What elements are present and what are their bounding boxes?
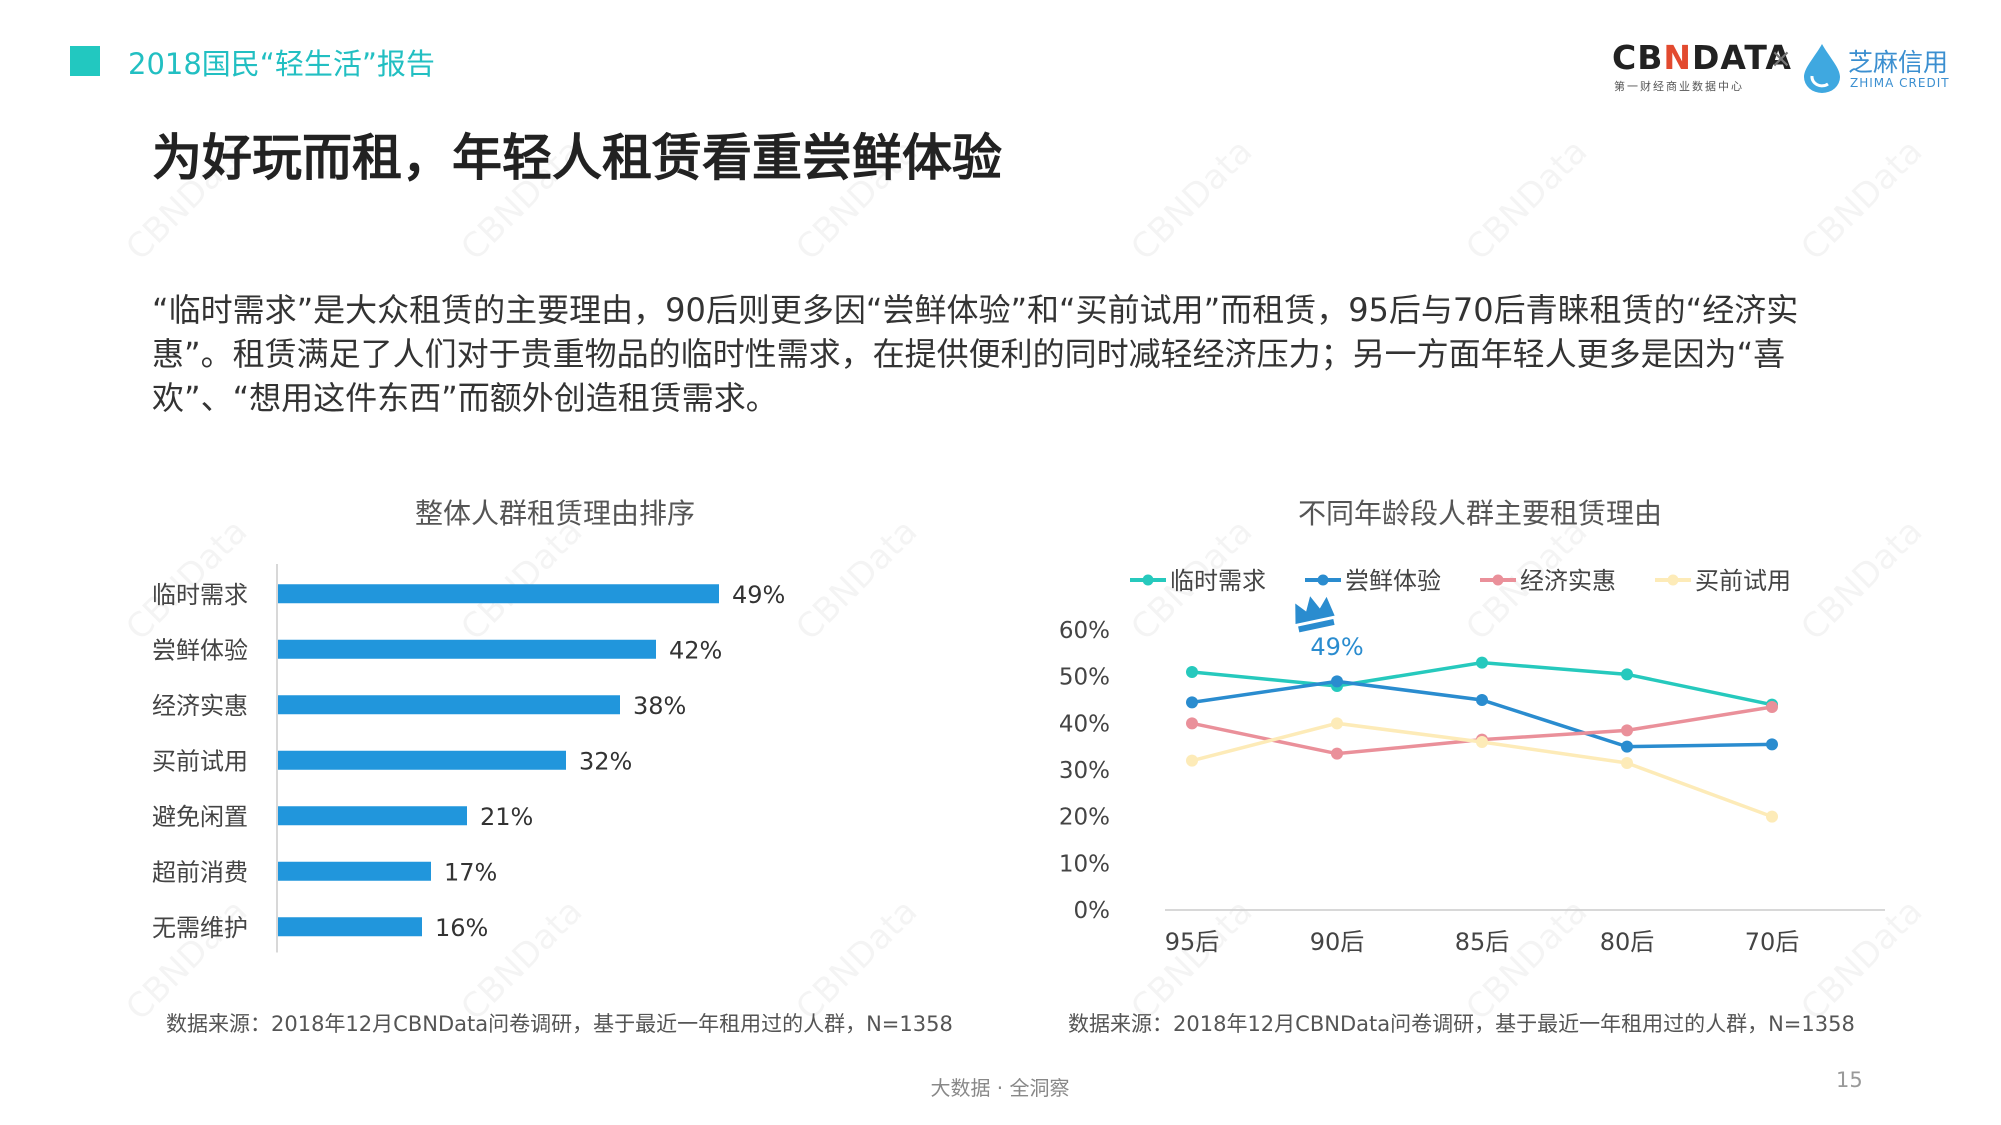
legend-marker: [1317, 574, 1329, 586]
x-tick-label: 70后: [1745, 928, 1800, 956]
x-tick-label: 95后: [1165, 928, 1220, 956]
bar-category-label: 经济实惠: [152, 692, 248, 720]
crown-icon: [1295, 596, 1335, 633]
cbndata-logo-accent: N: [1663, 38, 1692, 77]
series-point: [1186, 717, 1198, 730]
bar-category-label: 买前试用: [152, 747, 248, 775]
line-chart: 临时需求 尝鲜体验 经济实惠 买前试用 0% 10% 20% 30% 40% 50% 60% 95后 9…: [1059, 567, 1885, 956]
times-sign: ×: [1770, 44, 1792, 74]
bar: [278, 750, 566, 770]
watermark-text: CBNData: [1458, 132, 1595, 269]
cbndata-logo: CBNDATA: [1612, 38, 1792, 78]
bar-category-label: 避免闲置: [152, 803, 248, 831]
series-point: [1476, 736, 1488, 748]
bar-chart: 临时需求 49% 尝鲜体验 42% 经济实惠 38% 买前试用 32% 避免闲置 21% 超前消费 1…: [152, 564, 785, 953]
cbndata-logo-part-a: CB: [1612, 38, 1664, 77]
page-title: 为好玩而租，年轻人租赁看重尝鲜体验: [152, 129, 1002, 187]
x-tick-label: 80后: [1600, 928, 1655, 956]
legend-marker: [1492, 574, 1504, 586]
cbndata-logo-subtitle: 第一财经商业数据中心: [1614, 80, 1744, 93]
bar-category-label: 超前消费: [152, 858, 248, 886]
series-point: [1766, 738, 1778, 751]
footer-slogan: 大数据 · 全洞察: [930, 1076, 1070, 1100]
cbndata-logo-part-b: DATA: [1692, 38, 1792, 77]
bar-value-label: 21%: [480, 803, 533, 831]
y-tick-label: 60%: [1059, 618, 1110, 644]
zhima-credit-subtitle: ZHIMA CREDIT: [1850, 76, 1950, 90]
legend-label: 买前试用: [1695, 567, 1791, 595]
series-point: [1476, 656, 1488, 669]
y-tick-label: 30%: [1059, 758, 1110, 784]
bar-chart-title: 整体人群租赁理由排序: [414, 497, 695, 530]
bar: [278, 917, 422, 937]
series-point: [1766, 810, 1778, 823]
legend-label: 尝鲜体验: [1345, 567, 1441, 595]
bar-value-label: 17%: [444, 858, 497, 886]
y-tick-label: 20%: [1059, 805, 1110, 831]
series-point: [1621, 740, 1633, 753]
data-source-left: 数据来源：2018年12月CBNData问卷调研，基于最近一年租用过的人群，N=…: [166, 1012, 953, 1036]
bar-value-label: 42%: [669, 636, 722, 664]
bar-value-label: 49%: [732, 581, 785, 609]
report-title: 2018国民“轻生活”报告: [128, 47, 435, 81]
bar: [278, 584, 719, 604]
legend-marker: [1142, 574, 1154, 586]
series-point: [1621, 668, 1633, 681]
crown-shape: [1295, 596, 1335, 624]
bar: [278, 695, 620, 715]
bar-category-label: 无需维护: [152, 914, 248, 942]
x-tick-label: 90后: [1310, 928, 1365, 956]
summary-paragraph: “临时需求”是大众租赁的主要理由，90后则更多因“尝鲜体验”和“买前试用”而租赁…: [152, 291, 1799, 417]
y-tick-label: 10%: [1059, 851, 1110, 877]
y-tick-label: 40%: [1059, 711, 1110, 737]
bar-value-label: 32%: [579, 747, 632, 775]
legend-label: 临时需求: [1170, 567, 1266, 595]
series-point: [1186, 754, 1198, 767]
series-point: [1766, 701, 1778, 713]
series-point: [1331, 717, 1343, 730]
series-point: [1186, 696, 1198, 709]
legend-label: 经济实惠: [1520, 567, 1616, 595]
series-point: [1186, 666, 1198, 678]
series-point: [1476, 694, 1488, 706]
crown-base: [1298, 618, 1335, 633]
line-chart-title: 不同年龄段人群主要租赁理由: [1297, 497, 1662, 530]
series-point: [1331, 675, 1343, 688]
bar: [278, 639, 656, 659]
bar: [278, 861, 431, 881]
page-number: 15: [1836, 1068, 1863, 1092]
y-tick-label: 50%: [1059, 665, 1110, 691]
bar-category-label: 临时需求: [152, 581, 248, 609]
zhima-credit-logo: 芝麻信用: [1848, 48, 1949, 77]
watermark-text: CBNData: [1793, 132, 1930, 269]
bar-category-label: 尝鲜体验: [152, 636, 248, 664]
bar-value-label: 38%: [633, 692, 686, 720]
y-tick-label: 0%: [1074, 898, 1111, 924]
bar: [278, 806, 467, 826]
series-point: [1331, 747, 1343, 760]
series-point: [1621, 757, 1633, 769]
bar-value-label: 16%: [435, 914, 488, 942]
brand-square: [70, 46, 100, 76]
water-drop-icon: [1800, 42, 1844, 98]
annotation-value-label: 49%: [1310, 633, 1363, 661]
legend-marker: [1667, 574, 1679, 586]
x-tick-label: 85后: [1455, 928, 1510, 956]
series-point: [1621, 724, 1633, 737]
watermark-text: CBNData: [1123, 132, 1260, 269]
data-source-right: 数据来源：2018年12月CBNData问卷调研，基于最近一年租用过的人群，N=…: [1068, 1012, 1855, 1036]
